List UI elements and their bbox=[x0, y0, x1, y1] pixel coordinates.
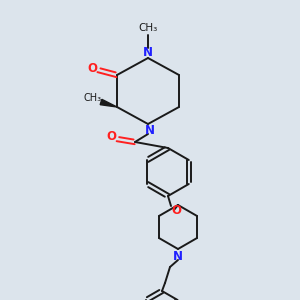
Text: N: N bbox=[145, 124, 155, 137]
Text: N: N bbox=[173, 250, 183, 262]
Text: CH₃: CH₃ bbox=[138, 23, 158, 33]
Text: CH₃: CH₃ bbox=[84, 93, 102, 103]
Text: N: N bbox=[143, 46, 153, 59]
Text: O: O bbox=[106, 130, 116, 143]
Text: O: O bbox=[87, 61, 97, 74]
Text: O: O bbox=[171, 203, 181, 217]
Polygon shape bbox=[100, 99, 117, 107]
